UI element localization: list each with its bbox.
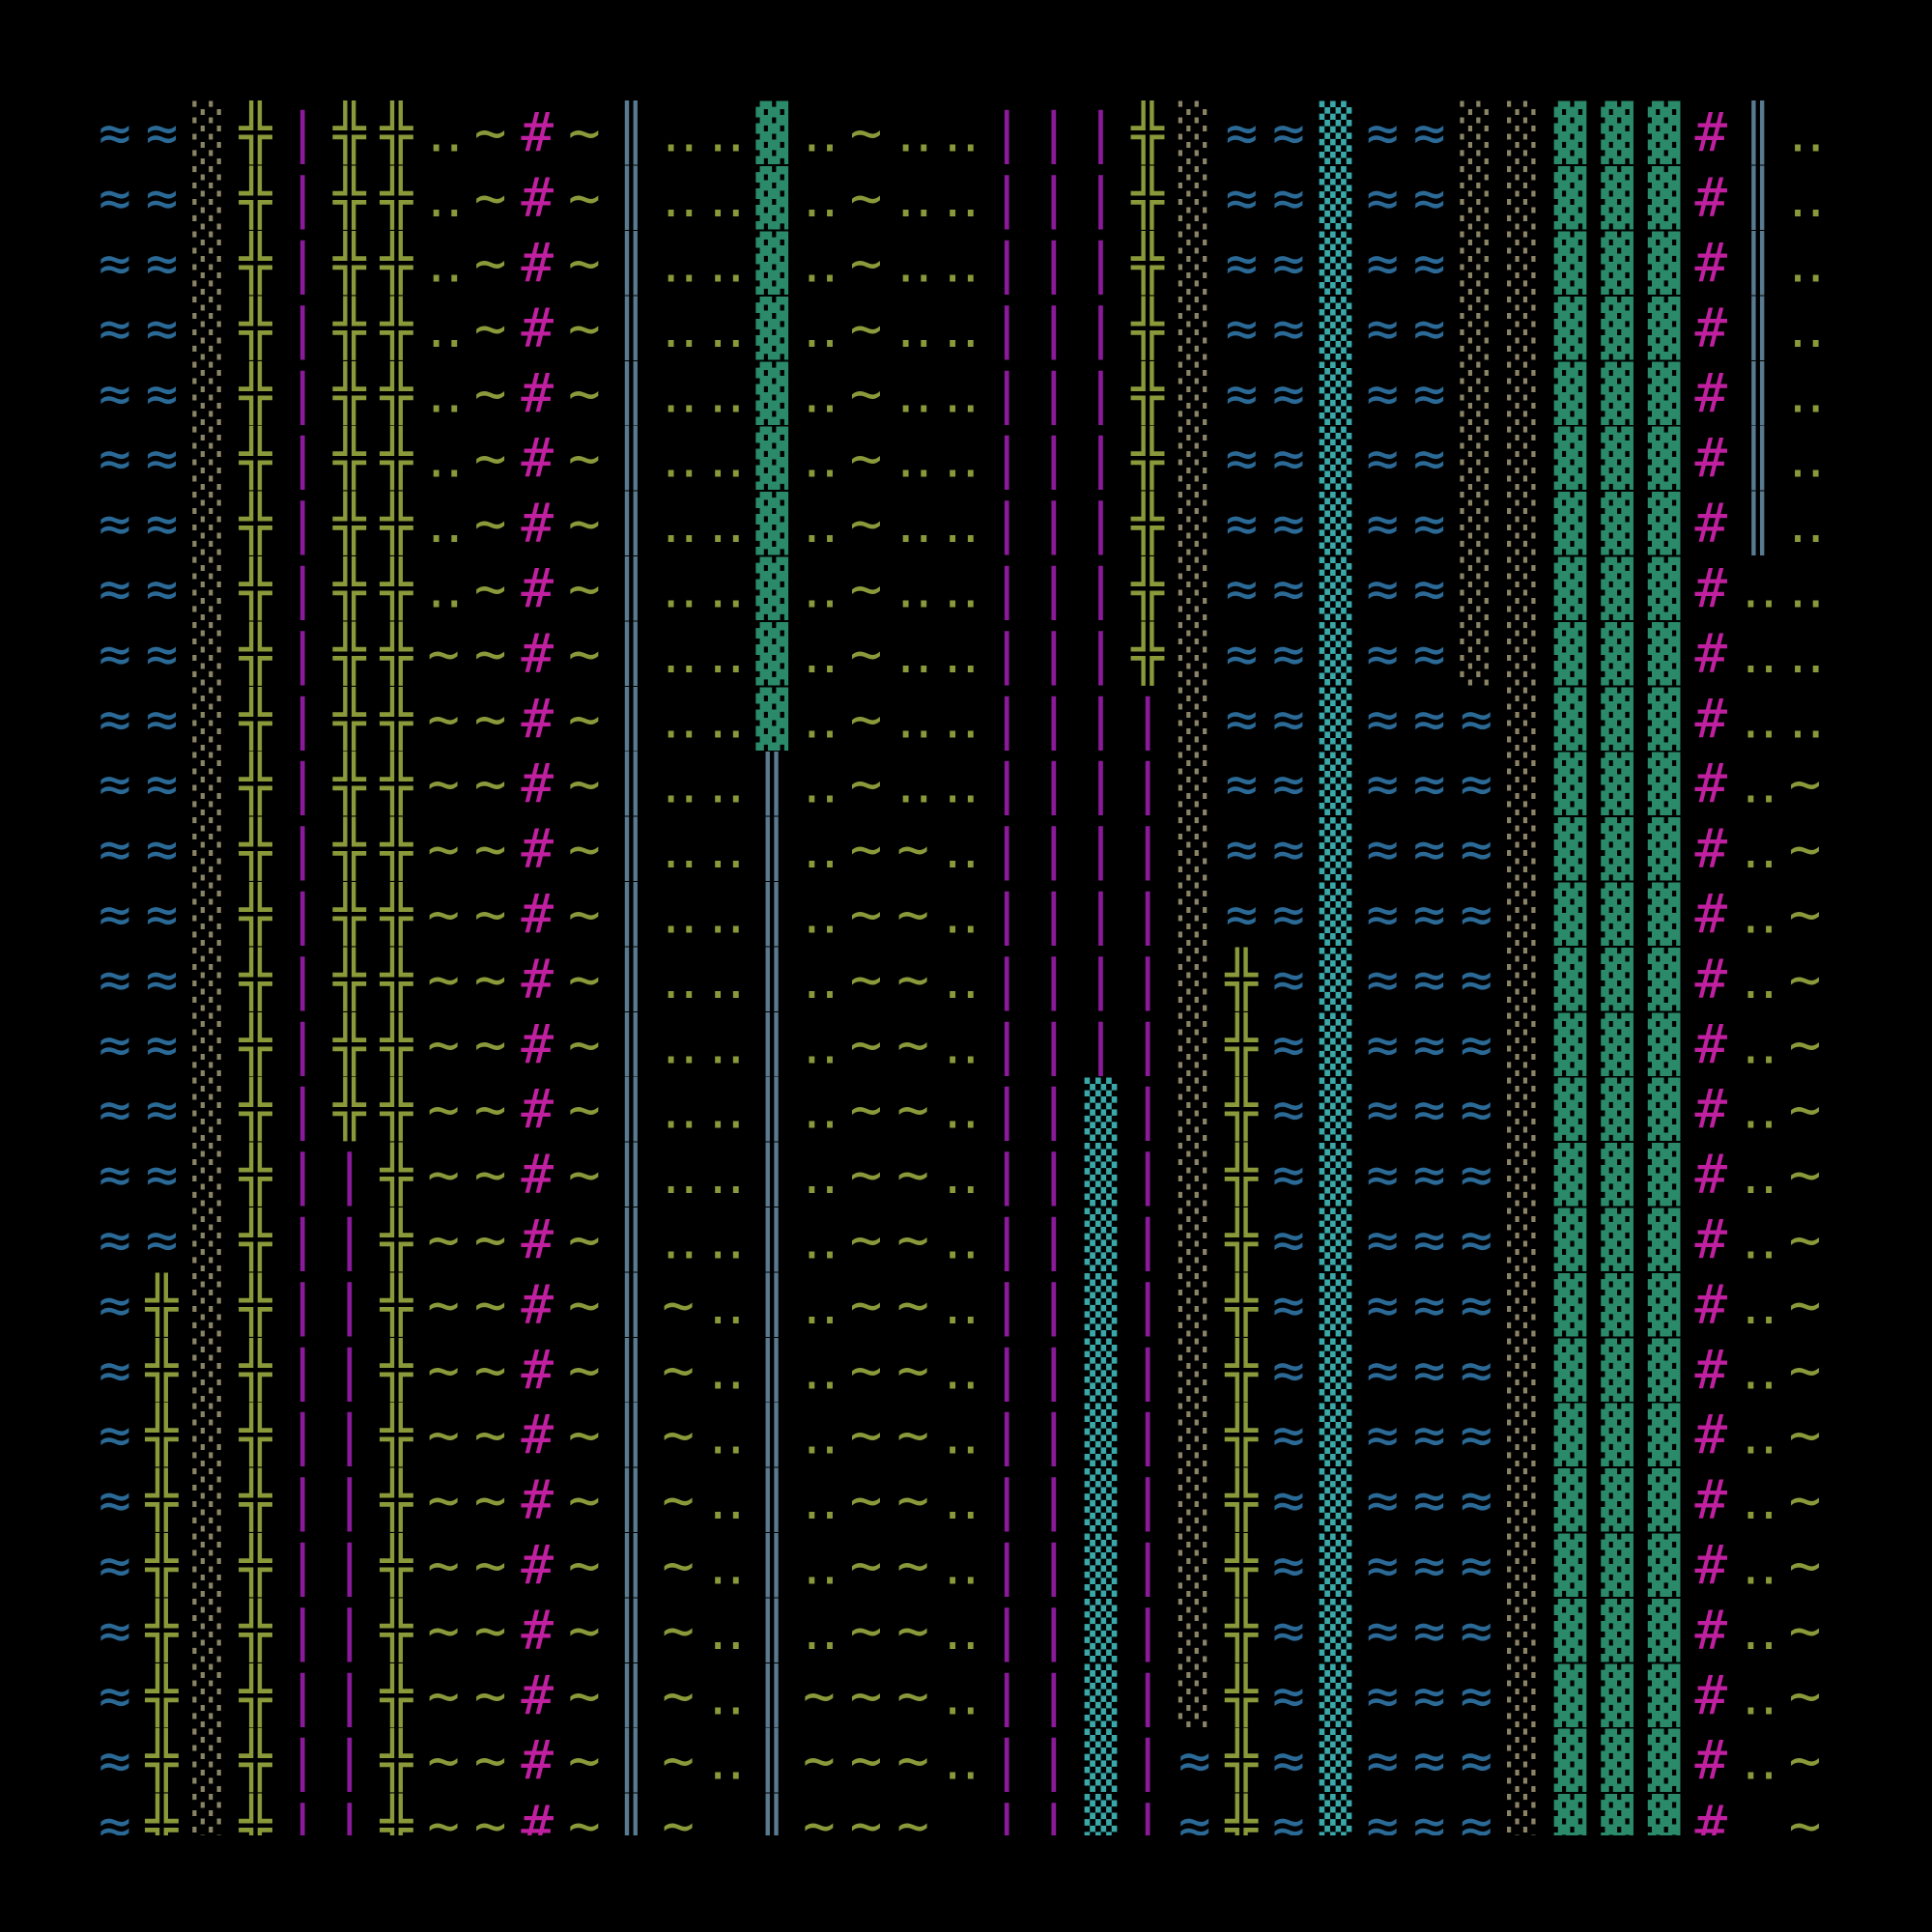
terminal-row: ≈ ≈ ░ ╬ | | ╬ ~ ~ # ~ ║ ‥ ‥ ║ ‥ ~ ~ ‥ | | ▒ | ░ ╬ ≈ ▒ ≈ ≈ ≈ ░ ▓ ▓ ▓ # ‥ ~ xyxy=(99,1208,1821,1272)
terminal-row: ≈ ≈ ░ ╬ | ╬ ╬ ‥ ~ # ~ ║ ‥ ‥ ▓ ‥ ~ ‥ ‥ | | | ╬ ░ ≈ ≈ ▒ ≈ ≈ ░ ░ ▓ ▓ ▓ # ║ ‥ xyxy=(99,100,1825,165)
terminal-row: ≈ ≈ ░ ╬ | ╬ ╬ ‥ ~ # ~ ║ ‥ ‥ ▓ ‥ ~ ‥ ‥ | | | ╬ ░ ≈ ≈ ▒ ≈ ≈ ░ ░ ▓ ▓ ▓ # ║ ‥ xyxy=(99,426,1825,491)
terminal-row: ≈ ╬ ░ ╬ | | ╬ ~ ~ # ~ ║ ~ ‥ ║ ~ ~ ~ ‥ | | ▒ | ░ ╬ ≈ ▒ ≈ ≈ ≈ ░ ▓ ▓ ▓ # ‥ ~ xyxy=(99,1662,1821,1727)
terminal-row: ≈ ≈ ░ ╬ | ╬ ╬ ‥ ~ # ~ ║ ‥ ‥ ▓ ‥ ~ ‥ ‥ | | | ╬ ░ ≈ ≈ ▒ ≈ ≈ ░ ░ ▓ ▓ ▓ # ‥ ‥ xyxy=(99,556,1825,621)
terminal-row: ≈ ≈ ░ ╬ | ╬ ╬ ~ ~ # ~ ║ ‥ ‥ ║ ‥ ~ ~ ‥ | | | | ░ ╬ ≈ ▒ ≈ ≈ ≈ ░ ▓ ▓ ▓ # ‥ ~ xyxy=(99,1011,1821,1076)
terminal-row: ≈ ╬ ░ ╬ | | ╬ ~ ~ # ~ ║ ~ ‥ ║ ‥ ~ ~ ‥ | | ▒ | ░ ╬ ≈ ▒ ≈ ≈ ≈ ░ ▓ ▓ ▓ # ‥ ~ xyxy=(99,1467,1821,1532)
terminal-row: ≈ ≈ ░ ╬ | ╬ ╬ ‥ ~ # ~ ║ ‥ ‥ ▓ ‥ ~ ‥ ‥ | | | ╬ ░ ≈ ≈ ▒ ≈ ≈ ░ ░ ▓ ▓ ▓ # ║ ‥ xyxy=(99,360,1825,425)
terminal-row: ≈ ≈ ░ ╬ | ╬ ╬ ~ ~ # ~ ║ ‥ ‥ ▓ ‥ ~ ‥ ‥ | | | ╬ ░ ≈ ≈ ▒ ≈ ≈ ░ ░ ▓ ▓ ▓ # ‥ ‥ xyxy=(99,621,1825,686)
terminal-row: ≈ ╬ ░ ╬ | | ╬ ~ ~ # ~ ║ ~ ‥ ║ ‥ ~ ~ ‥ | | ▒ | ░ ╬ ≈ ▒ ≈ ≈ ≈ ░ ▓ ▓ ▓ # ‥ ~ xyxy=(99,1272,1821,1337)
terminal-row: ≈ ≈ ░ ╬ | ╬ ╬ ‥ ~ # ~ ║ ‥ ‥ ▓ ‥ ~ ‥ ‥ | | | ╬ ░ ≈ ≈ ▒ ≈ ≈ ░ ░ ▓ ▓ ▓ # ║ ‥ xyxy=(99,491,1825,555)
terminal-row: ≈ ≈ ░ ╬ | ╬ ╬ ~ ~ # ~ ║ ‥ ‥ ║ ‥ ~ ~ ‥ | | | | ░ ≈ ≈ ▒ ≈ ≈ ≈ ░ ▓ ▓ ▓ # ‥ ~ xyxy=(99,882,1821,947)
terminal-row: ≈ ≈ ░ ╬ | ╬ ╬ ‥ ~ # ~ ║ ‥ ‥ ▓ ‥ ~ ‥ ‥ | | | ╬ ░ ≈ ≈ ▒ ≈ ≈ ░ ░ ▓ ▓ ▓ # ║ ‥ xyxy=(99,231,1825,296)
terminal-row: ≈ ╬ ░ ╬ | | ╬ ~ ~ # ~ ║ ~ ‥ ║ ~ ~ ~ ‥ | | ▒ | ≈ ╬ ≈ ▒ ≈ ≈ ≈ ░ ▓ ▓ ▓ # ‥ ~ xyxy=(99,1793,1821,1858)
terminal-row: ≈ ≈ ░ ╬ | ╬ ╬ ~ ~ # ~ ║ ‥ ‥ ║ ‥ ~ ‥ ‥ | | | | ░ ≈ ≈ ▒ ≈ ≈ ≈ ░ ▓ ▓ ▓ # ‥ ~ xyxy=(99,752,1821,816)
terminal-row: ≈ ╬ ░ ╬ | | ╬ ~ ~ # ~ ║ ~ ‥ ║ ‥ ~ ~ ‥ | | ▒ | ░ ╬ ≈ ▒ ≈ ≈ ≈ ░ ▓ ▓ ▓ # ‥ ~ xyxy=(99,1533,1821,1598)
terminal-row: ≈ ≈ ░ ╬ | ╬ ╬ ‥ ~ # ~ ║ ‥ ‥ ▓ ‥ ~ ‥ ‥ | | | ╬ ░ ≈ ≈ ▒ ≈ ≈ ░ ░ ▓ ▓ ▓ # ║ ‥ xyxy=(99,165,1825,230)
character-grid: ≈ ≈ ░ ╬ | ╬ ╬ ‥ ~ # ~ ║ ‥ ‥ ▓ ‥ ~ ‥ ‥ | | | ╬ ░ ≈ ≈ ▒ ≈ ≈ ░ ░ ▓ ▓ ▓ # ║ ‥≈ ≈ ░… xyxy=(99,100,1825,1858)
terminal-row: ≈ ≈ ░ ╬ | ╬ ╬ ‥ ~ # ~ ║ ‥ ‥ ▓ ‥ ~ ‥ ‥ | | | ╬ ░ ≈ ≈ ▒ ≈ ≈ ░ ░ ▓ ▓ ▓ # ║ ‥ xyxy=(99,296,1825,360)
terminal-row: ≈ ╬ ░ ╬ | | ╬ ~ ~ # ~ ║ ~ ‥ ║ ‥ ~ ~ ‥ | | ▒ | ░ ╬ ≈ ▒ ≈ ≈ ≈ ░ ▓ ▓ ▓ # ‥ ~ xyxy=(99,1337,1821,1402)
terminal-row: ≈ ≈ ░ ╬ | ╬ ╬ ~ ~ # ~ ║ ‥ ‥ ║ ‥ ~ ~ ‥ | | | | ░ ≈ ≈ ▒ ≈ ≈ ≈ ░ ▓ ▓ ▓ # ‥ ~ xyxy=(99,816,1821,881)
terminal-row: ≈ ╬ ░ ╬ | | ╬ ~ ~ # ~ ║ ~ ‥ ║ ~ ~ ~ ‥ | | ▒ | ≈ ╬ ≈ ▒ ≈ ≈ ≈ ░ ▓ ▓ ▓ # ‥ ~ xyxy=(99,1728,1821,1793)
terminal-row: ≈ ≈ ░ ╬ | | ╬ ~ ~ # ~ ║ ‥ ‥ ║ ‥ ~ ~ ‥ | | ▒ | ░ ╬ ≈ ▒ ≈ ≈ ≈ ░ ▓ ▓ ▓ # ‥ ~ xyxy=(99,1142,1821,1207)
terminal-row: ≈ ≈ ░ ╬ | ╬ ╬ ~ ~ # ~ ║ ‥ ‥ ▓ ‥ ~ ‥ ‥ | | | | ░ ≈ ≈ ▒ ≈ ≈ ≈ ░ ▓ ▓ ▓ # ‥ ‥ xyxy=(99,686,1825,751)
terminal-row: ≈ ╬ ░ ╬ | | ╬ ~ ~ # ~ ║ ~ ‥ ║ ‥ ~ ~ ‥ | | ▒ | ░ ╬ ≈ ▒ ≈ ≈ ≈ ░ ▓ ▓ ▓ # ‥ ~ xyxy=(99,1598,1821,1662)
terminal-row: ≈ ≈ ░ ╬ | ╬ ╬ ~ ~ # ~ ║ ‥ ‥ ║ ‥ ~ ~ ‥ | | ▒ | ░ ╬ ≈ ▒ ≈ ≈ ≈ ░ ▓ ▓ ▓ # ‥ ~ xyxy=(99,1077,1821,1142)
terminal-row: ≈ ╬ ░ ╬ | | ╬ ~ ~ # ~ ║ ~ ‥ ║ ‥ ~ ~ ‥ | | ▒ | ░ ╬ ≈ ▒ ≈ ≈ ≈ ░ ▓ ▓ ▓ # ‥ ~ xyxy=(99,1403,1821,1467)
terminal-row: ≈ ≈ ░ ╬ | ╬ ╬ ~ ~ # ~ ║ ‥ ‥ ║ ‥ ~ ~ ‥ | | | | ░ ╬ ≈ ▒ ≈ ≈ ≈ ░ ▓ ▓ ▓ # ‥ ~ xyxy=(99,947,1821,1011)
